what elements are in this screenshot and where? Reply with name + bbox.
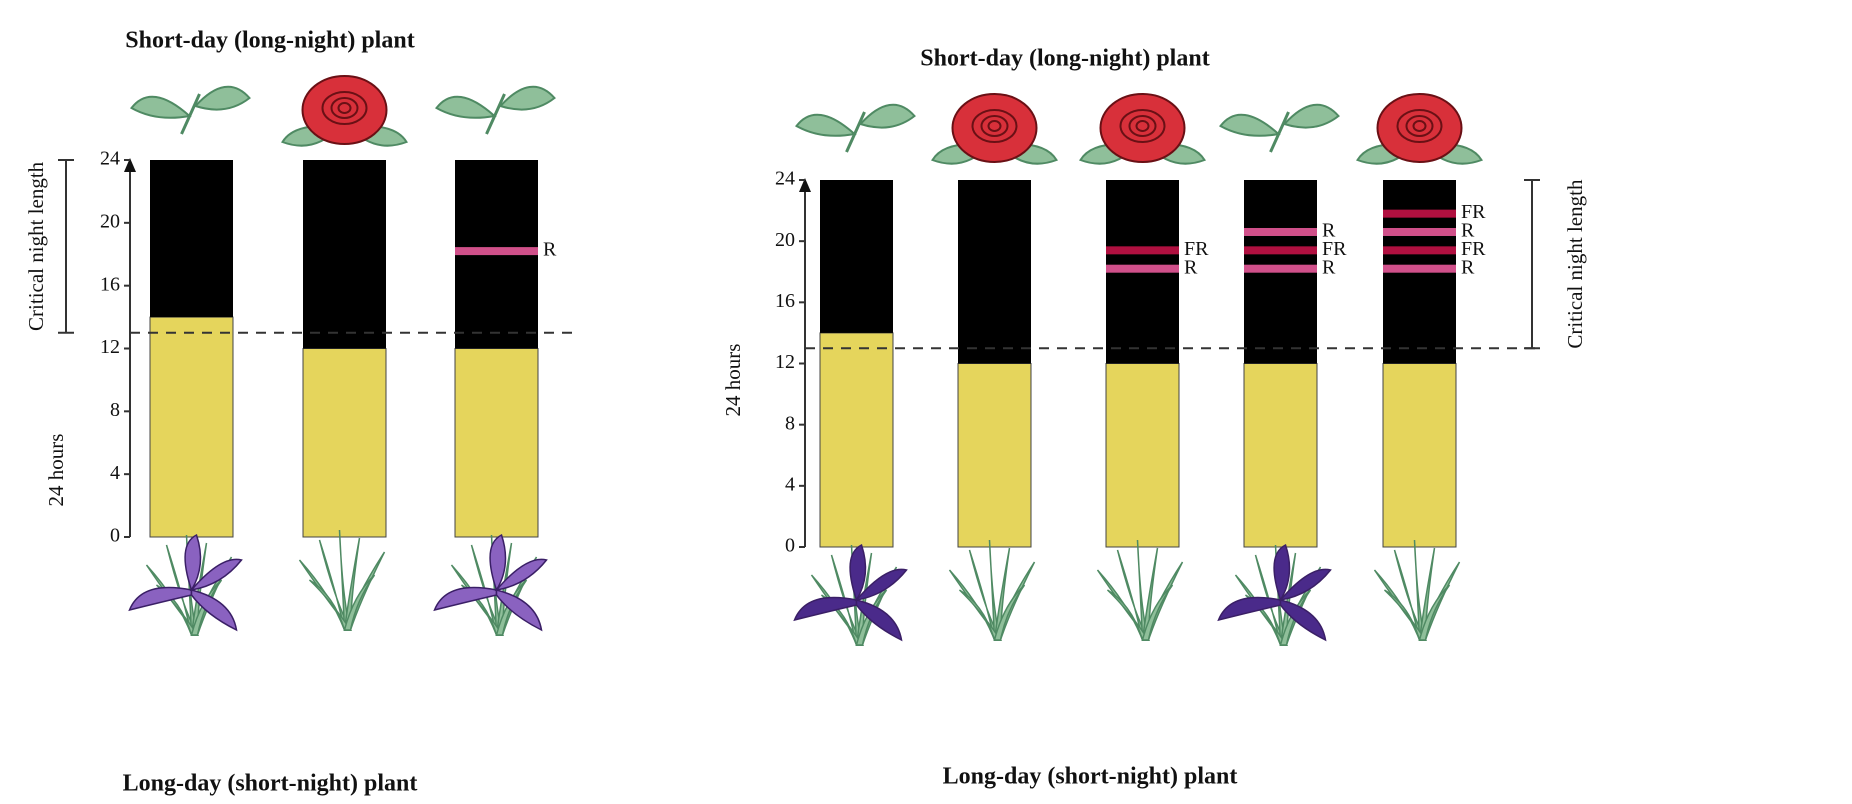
long-day-vegetative [1375, 540, 1460, 640]
y-axis-label: 24 hours [721, 344, 745, 417]
day-segment [1244, 364, 1317, 548]
short-day-flower [1081, 94, 1205, 164]
bottom-label: Long-day (short-night) plant [123, 771, 418, 797]
leaf [437, 97, 495, 118]
y-tick-label: 16 [100, 273, 120, 295]
long-day-vegetative [1098, 540, 1183, 640]
leaf [797, 115, 855, 136]
bloom [303, 76, 387, 144]
light-flash [1106, 246, 1179, 254]
bottom-label: Long-day (short-night) plant [943, 764, 1238, 790]
night-segment [303, 160, 386, 349]
short-day-vegetative [132, 87, 250, 134]
y-tick-label: 0 [785, 535, 795, 557]
critical-bracket [1524, 180, 1540, 348]
night-segment [820, 180, 893, 333]
light-flash [1244, 265, 1317, 273]
y-tick-label: 24 [100, 148, 120, 170]
panel-title: Short-day (long-night) plant [920, 46, 1209, 72]
y-tick-label: 20 [100, 210, 120, 232]
flash-label: R [543, 239, 557, 261]
light-flash [1383, 265, 1456, 273]
short-day-vegetative [1221, 105, 1339, 152]
leaf [1285, 105, 1339, 128]
long-day-flower [435, 535, 547, 635]
day-segment [303, 349, 386, 538]
light-flash [1106, 265, 1179, 273]
y-tick-label: 12 [775, 351, 795, 373]
day-segment [150, 317, 233, 537]
short-day-flower [933, 94, 1057, 164]
long-day-vegetative [950, 540, 1035, 640]
bloom [1378, 94, 1462, 162]
y-tick-label: 8 [785, 412, 795, 434]
light-flash [1383, 246, 1456, 254]
panel-title: Short-day (long-night) plant [125, 28, 414, 54]
short-day-vegetative [437, 87, 555, 134]
day-segment [455, 349, 538, 538]
bloom [953, 94, 1037, 162]
y-tick-label: 4 [785, 473, 795, 495]
y-tick-label: 24 [775, 168, 795, 190]
long-day-flower [795, 545, 907, 645]
light-flash [1383, 210, 1456, 218]
long-day-flower [130, 535, 242, 635]
bloom [1101, 94, 1185, 162]
leaf [196, 87, 250, 110]
night-segment [958, 180, 1031, 364]
short-day-vegetative [797, 105, 915, 152]
leaf [132, 97, 190, 118]
day-segment [958, 364, 1031, 548]
y-tick-label: 0 [110, 525, 120, 547]
leaf [501, 87, 555, 110]
leaf [1221, 115, 1279, 136]
critical-bracket [58, 160, 74, 333]
y-tick-label: 12 [100, 336, 120, 358]
short-day-flower [1358, 94, 1482, 164]
leaf [861, 105, 915, 128]
figure: Short-day (long-night) plant Long-day (sh… [0, 0, 1852, 804]
critical-label: Critical night length [1563, 179, 1587, 349]
flash-label: FR [1461, 201, 1486, 223]
light-flash [1244, 246, 1317, 254]
light-flash [1244, 228, 1317, 236]
day-segment [820, 333, 893, 547]
critical-label: Critical night length [24, 161, 48, 331]
day-segment [1383, 364, 1456, 548]
night-segment [150, 160, 233, 317]
long-day-vegetative [300, 530, 385, 630]
y-tick-label: 8 [110, 399, 120, 421]
y-tick-label: 20 [775, 229, 795, 251]
day-segment [1106, 364, 1179, 548]
y-tick-label: 4 [110, 462, 120, 484]
y-axis-label: 24 hours [44, 434, 68, 507]
flash-label: R [1322, 220, 1336, 242]
flash-label: FR [1184, 238, 1209, 260]
y-tick-label: 16 [775, 290, 795, 312]
light-flash [455, 247, 538, 255]
light-flash [1383, 228, 1456, 236]
long-day-flower [1219, 545, 1331, 645]
short-day-flower [283, 76, 407, 146]
